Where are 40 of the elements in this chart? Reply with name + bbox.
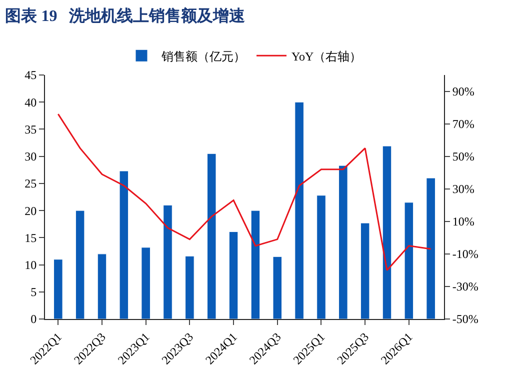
bar bbox=[206, 153, 216, 319]
legend-label: YoY（右轴） bbox=[292, 49, 362, 64]
bar bbox=[404, 202, 414, 319]
y-tick-label: 45 bbox=[24, 68, 37, 82]
bar bbox=[272, 256, 282, 319]
bar bbox=[97, 254, 107, 319]
y-tick-label: 15 bbox=[24, 230, 37, 245]
bar bbox=[338, 165, 348, 319]
bar bbox=[294, 102, 304, 319]
line-series bbox=[57, 113, 432, 271]
bar bbox=[228, 231, 238, 319]
y-tick-label: 10 bbox=[24, 258, 37, 272]
bar bbox=[185, 256, 194, 319]
y-tick-label: 5 bbox=[30, 285, 37, 300]
y2-tick-label: 90% bbox=[452, 84, 474, 98]
bar bbox=[141, 247, 150, 319]
y2-tick-label: -10% bbox=[452, 247, 478, 262]
bar bbox=[119, 170, 129, 319]
bar bbox=[360, 222, 370, 319]
y2-tick-label: -50% bbox=[452, 312, 478, 326]
y-tick-label: 25 bbox=[24, 176, 37, 191]
bar bbox=[163, 204, 172, 319]
legend-label: 销售额（亿元） bbox=[160, 49, 246, 64]
y-tick-label: 35 bbox=[24, 122, 37, 136]
y2-tick-label: 30% bbox=[452, 182, 474, 196]
y-tick-label: 20 bbox=[24, 204, 37, 218]
bar bbox=[316, 195, 326, 319]
y2-tick-label: -30% bbox=[452, 280, 478, 294]
bar bbox=[250, 210, 260, 319]
y2-tick-label: 50% bbox=[452, 150, 474, 164]
bar bbox=[54, 259, 63, 319]
y-tick-label: 40 bbox=[24, 95, 37, 110]
bar bbox=[75, 210, 85, 319]
bar bbox=[382, 146, 392, 319]
bar bbox=[426, 178, 436, 319]
chart-title: 图表 19 洗地机线上销售额及增速 bbox=[5, 6, 246, 25]
y2-tick-label: 10% bbox=[452, 214, 474, 229]
y-tick-label: 0 bbox=[30, 312, 37, 326]
y2-tick-label: 70% bbox=[452, 117, 474, 131]
y-tick-label: 30 bbox=[24, 150, 37, 164]
